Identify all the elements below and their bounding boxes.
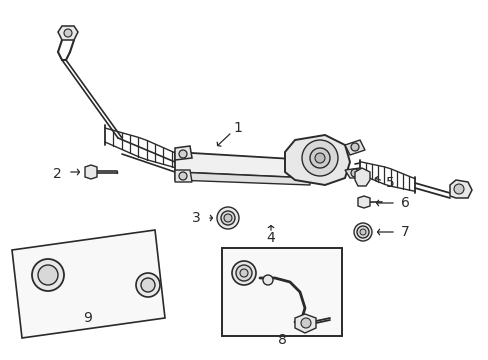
Circle shape [221,211,235,225]
Circle shape [240,269,247,277]
Polygon shape [12,230,164,338]
Polygon shape [449,180,471,198]
Polygon shape [175,152,309,178]
Text: 7: 7 [400,225,408,239]
Text: 4: 4 [266,231,275,245]
Circle shape [32,259,64,291]
Circle shape [217,207,239,229]
Text: 8: 8 [277,333,286,347]
Text: 9: 9 [83,311,92,325]
Polygon shape [175,146,192,160]
Circle shape [453,184,463,194]
Circle shape [309,148,329,168]
Polygon shape [58,26,78,40]
Polygon shape [85,165,97,179]
Polygon shape [354,168,369,186]
Circle shape [263,275,272,285]
Circle shape [224,214,231,222]
Circle shape [236,265,251,281]
Polygon shape [345,140,364,155]
Polygon shape [175,170,192,182]
Circle shape [136,273,160,297]
Circle shape [38,265,58,285]
Polygon shape [175,172,309,185]
Circle shape [141,278,155,292]
Circle shape [350,169,358,177]
Polygon shape [357,196,369,208]
Circle shape [359,229,365,235]
Text: 2: 2 [53,167,61,181]
Text: 6: 6 [400,196,408,210]
Text: 1: 1 [233,121,242,135]
Polygon shape [345,168,364,178]
Text: 5: 5 [385,176,393,190]
Circle shape [302,140,337,176]
Circle shape [314,153,325,163]
Circle shape [179,150,186,158]
Polygon shape [285,135,349,185]
Circle shape [301,318,310,328]
Circle shape [64,29,72,37]
Circle shape [350,143,358,151]
Circle shape [231,261,256,285]
Circle shape [353,223,371,241]
Circle shape [179,172,186,180]
Bar [222,248,341,336]
Polygon shape [294,314,315,333]
Text: 3: 3 [191,211,200,225]
Circle shape [356,226,368,238]
